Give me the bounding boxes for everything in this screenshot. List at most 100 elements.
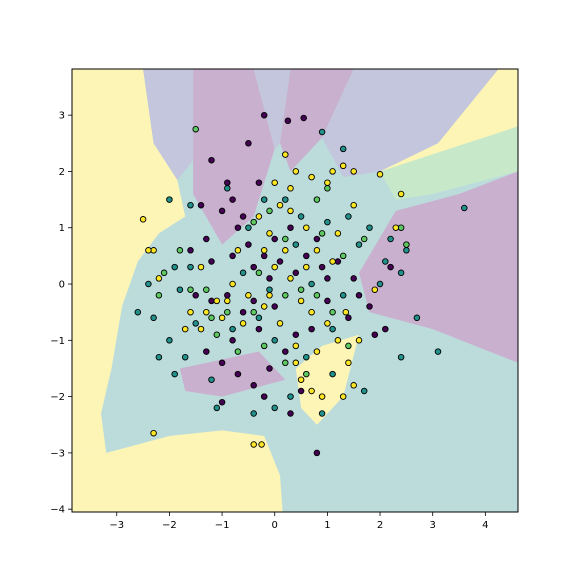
point-class3-58: [234, 247, 242, 254]
point-class0-2: [300, 114, 307, 122]
x-tick-label-4: 4: [482, 520, 488, 531]
point-class0-7: [229, 196, 236, 203]
point-class2-2: [266, 207, 273, 215]
point-class0-51: [229, 337, 236, 344]
point-class1-46: [329, 370, 336, 378]
point-class2-6: [339, 252, 347, 260]
point-class3-12: [350, 168, 357, 175]
point-class0-43: [245, 241, 252, 248]
point-class1-24: [166, 337, 173, 344]
point-class3-14: [397, 190, 405, 198]
point-class0-37: [239, 308, 247, 316]
point-class1-17: [434, 348, 442, 355]
point-class3-5: [258, 441, 265, 448]
point-class1-37: [192, 320, 199, 327]
point-class0-48: [250, 297, 257, 305]
point-class0-41: [297, 387, 305, 395]
point-class0-52: [371, 331, 379, 338]
point-class1-25: [150, 314, 157, 322]
x-tick-label-3: 3: [430, 520, 436, 531]
point-class0-25: [382, 325, 389, 333]
point-class2-12: [203, 286, 210, 293]
x-tick-label-2: 2: [377, 520, 383, 531]
point-class3-3: [150, 429, 157, 437]
point-class2-27: [345, 342, 352, 350]
point-class0-55: [313, 449, 321, 457]
point-class1-40: [145, 280, 152, 288]
point-class2-7: [360, 235, 368, 243]
point-class1-43: [355, 241, 363, 248]
point-class3-25: [297, 297, 305, 305]
decision-region-8: [359, 171, 518, 363]
point-class0-4: [245, 140, 252, 147]
point-class0-14: [229, 252, 236, 260]
point-class1-5: [260, 196, 268, 203]
point-class3-35: [292, 359, 300, 367]
point-class3-8: [308, 173, 315, 181]
point-class1-1: [339, 145, 347, 153]
point-class1-48: [282, 196, 289, 203]
y-tick-label--2: −2: [50, 392, 65, 403]
point-class0-20: [318, 263, 326, 271]
x-axis: −3 −2 −1 0 1 2 3 4: [109, 512, 489, 531]
point-class0-56: [324, 275, 331, 282]
point-class0-33: [234, 370, 242, 378]
decision-region-11: [295, 334, 359, 425]
decision-region-3: [253, 69, 291, 149]
point-class3-10: [329, 168, 336, 175]
point-class3-52: [371, 286, 379, 293]
point-class3-2: [155, 275, 163, 282]
point-class0-34: [218, 359, 226, 367]
x-tick-label--3: −3: [109, 520, 124, 531]
point-class3-22: [260, 247, 268, 254]
point-class1-31: [255, 314, 263, 322]
point-class1-0: [318, 128, 326, 136]
point-class2-25: [255, 269, 263, 277]
point-class2-18: [313, 292, 321, 299]
point-class1-45: [271, 404, 278, 412]
point-class3-48: [282, 247, 289, 254]
point-class1-13: [376, 280, 384, 288]
point-class0-11: [203, 235, 210, 243]
point-class2-8: [397, 224, 405, 231]
point-class3-61: [313, 348, 321, 355]
point-class1-39: [155, 353, 163, 361]
point-class2-5: [313, 196, 321, 203]
point-class3-41: [203, 308, 210, 316]
point-class0-22: [350, 275, 357, 282]
point-class3-62: [255, 213, 263, 220]
point-class2-20: [303, 370, 310, 378]
point-class3-7: [292, 168, 300, 175]
point-class3-49: [355, 337, 363, 344]
point-class3-46: [239, 320, 247, 327]
point-class2-23: [234, 348, 242, 355]
point-class0-28: [308, 325, 315, 333]
point-class1-20: [287, 393, 294, 400]
point-class0-36: [255, 325, 263, 333]
point-class0-57: [260, 252, 268, 260]
decision-region-10: [72, 430, 283, 512]
point-class0-31: [266, 365, 273, 372]
point-class3-33: [308, 387, 315, 395]
point-class0-53: [387, 263, 394, 271]
point-class2-10: [160, 269, 168, 277]
point-class3-20: [313, 247, 321, 254]
point-class3-53: [392, 224, 400, 231]
point-class1-32: [271, 337, 278, 344]
point-class3-13: [376, 171, 384, 178]
point-class3-59: [271, 179, 278, 186]
y-tick-label-0: 0: [59, 280, 65, 291]
point-class3-21: [334, 230, 342, 237]
point-class3-37: [260, 303, 268, 310]
point-class0-39: [260, 393, 268, 400]
point-class2-21: [282, 359, 289, 367]
scatter-points: [134, 111, 468, 457]
point-class0-3: [208, 156, 215, 164]
x-tick-label-1: 1: [324, 520, 330, 531]
point-class1-10: [387, 235, 394, 243]
point-class0-13: [208, 258, 215, 265]
decision-regions: [72, 69, 518, 512]
point-class3-47: [266, 292, 273, 299]
point-class0-46: [313, 235, 321, 243]
